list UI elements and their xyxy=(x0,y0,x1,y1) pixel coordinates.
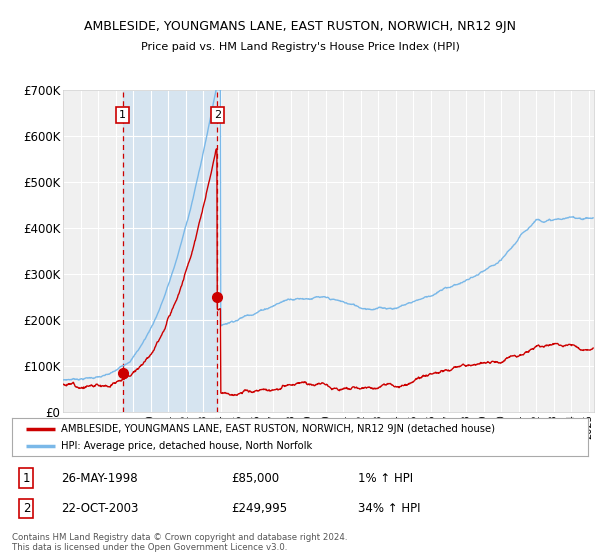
Text: 1: 1 xyxy=(23,472,30,484)
Text: AMBLESIDE, YOUNGMANS LANE, EAST RUSTON, NORWICH, NR12 9JN: AMBLESIDE, YOUNGMANS LANE, EAST RUSTON, … xyxy=(84,20,516,32)
Text: AMBLESIDE, YOUNGMANS LANE, EAST RUSTON, NORWICH, NR12 9JN (detached house): AMBLESIDE, YOUNGMANS LANE, EAST RUSTON, … xyxy=(61,424,495,434)
Text: 1: 1 xyxy=(119,110,126,120)
Text: HPI: Average price, detached house, North Norfolk: HPI: Average price, detached house, Nort… xyxy=(61,441,312,451)
Text: 1% ↑ HPI: 1% ↑ HPI xyxy=(358,472,413,484)
Text: Price paid vs. HM Land Registry's House Price Index (HPI): Price paid vs. HM Land Registry's House … xyxy=(140,42,460,52)
Bar xyxy=(122,90,217,412)
Text: 2: 2 xyxy=(23,502,30,515)
Text: 26-MAY-1998: 26-MAY-1998 xyxy=(61,472,137,484)
Text: This data is licensed under the Open Government Licence v3.0.: This data is licensed under the Open Gov… xyxy=(12,543,287,552)
Text: Contains HM Land Registry data © Crown copyright and database right 2024.: Contains HM Land Registry data © Crown c… xyxy=(12,533,347,542)
Text: 2: 2 xyxy=(214,110,221,120)
Text: 22-OCT-2003: 22-OCT-2003 xyxy=(61,502,139,515)
Text: £85,000: £85,000 xyxy=(231,472,279,484)
Text: 34% ↑ HPI: 34% ↑ HPI xyxy=(358,502,420,515)
Text: £249,995: £249,995 xyxy=(231,502,287,515)
